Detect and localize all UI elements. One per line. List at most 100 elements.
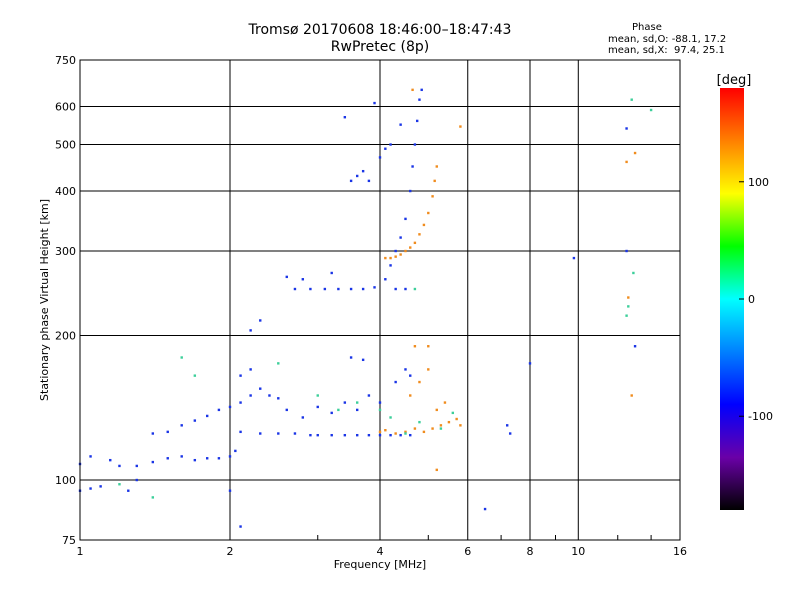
data-point: [415, 119, 419, 123]
data-point: [394, 432, 397, 435]
data-point: [435, 468, 438, 472]
y-tick-label: 100: [55, 474, 76, 487]
data-point: [166, 430, 169, 434]
data-point: [205, 457, 209, 460]
data-point: [389, 143, 392, 146]
data-point: [193, 458, 197, 462]
chart-subtitle: RwPretec (8p): [330, 39, 430, 55]
data-point: [404, 430, 407, 434]
data-point: [239, 401, 242, 404]
data-point: [217, 408, 221, 412]
data-point: [409, 433, 412, 437]
data-point: [378, 401, 382, 404]
data-point: [431, 195, 434, 198]
y-tick-label: 75: [62, 534, 76, 547]
data-point: [277, 362, 280, 365]
axes: 1 2 4 6 8 10 16 75 100 200 300 400 500 600 750: [55, 54, 687, 558]
data-point: [343, 116, 347, 119]
data-point: [228, 455, 232, 458]
colorbar-tick-label: -100: [748, 410, 773, 423]
data-point: [389, 256, 392, 260]
data-point: [293, 432, 297, 435]
data-point: [367, 394, 371, 397]
data-point: [193, 419, 197, 422]
data-point: [418, 233, 421, 236]
data-point: [285, 408, 288, 412]
data-point: [422, 430, 426, 434]
data-point: [316, 394, 319, 397]
data-point: [572, 256, 576, 260]
data-point: [277, 397, 280, 400]
data-point: [431, 427, 434, 430]
data-point: [367, 433, 371, 437]
data-point: [384, 147, 387, 150]
data-point: [135, 478, 138, 482]
colorbar-tick-label: 100: [748, 176, 769, 189]
data-point: [404, 217, 407, 221]
x-tick-label: 16: [673, 545, 687, 558]
data-point: [384, 429, 387, 432]
colorbar: [deg] 100 0 -100: [717, 73, 773, 510]
data-point: [316, 405, 319, 409]
data-point: [384, 256, 387, 260]
phase-title: Phase: [632, 22, 662, 33]
phase-mean-x: mean, sd,X: 97.4, 25.1: [608, 45, 725, 56]
data-point: [293, 287, 297, 291]
data-point: [330, 433, 333, 437]
data-point: [234, 449, 237, 453]
data-point: [625, 314, 628, 317]
data-point: [239, 430, 242, 434]
data-point: [89, 487, 92, 490]
data-point: [625, 249, 628, 253]
data-point: [384, 278, 387, 281]
data-point: [389, 433, 392, 437]
data-point: [378, 433, 382, 437]
data-point: [367, 179, 371, 183]
data-point: [427, 368, 430, 371]
data-point: [109, 458, 112, 462]
data-point: [166, 457, 169, 460]
data-point: [217, 457, 221, 460]
data-point: [249, 329, 252, 332]
data-point: [630, 98, 633, 101]
data-point: [459, 424, 462, 427]
data-point: [151, 432, 155, 435]
grid-lines: [80, 60, 680, 540]
data-point: [349, 287, 353, 291]
data-point: [355, 174, 359, 178]
data-point: [630, 394, 633, 397]
data-point: [399, 123, 402, 126]
data-point: [316, 433, 319, 437]
data-point: [378, 408, 382, 412]
data-point: [228, 489, 232, 492]
data-point: [343, 433, 347, 437]
data-point: [249, 394, 252, 397]
data-point: [355, 408, 359, 412]
data-point: [418, 420, 421, 424]
data-point: [180, 356, 183, 359]
data-point: [239, 374, 242, 377]
data-point: [394, 287, 397, 291]
data-point: [99, 485, 102, 488]
data-point: [409, 189, 412, 193]
data-point: [259, 387, 262, 390]
plot-frame: [79, 59, 681, 541]
data-point: [439, 424, 443, 427]
data-point: [413, 143, 417, 146]
data-point: [394, 380, 397, 384]
data-point: [409, 246, 412, 249]
data-point: [355, 401, 359, 404]
y-tick-label: 400: [55, 185, 76, 198]
data-point: [239, 525, 242, 528]
y-tick-label: 600: [55, 101, 76, 114]
x-axis-label: Frequency [MHz]: [334, 558, 426, 571]
data-point: [633, 345, 637, 348]
data-point: [118, 483, 121, 486]
data-point: [301, 278, 305, 281]
data-point: [427, 211, 430, 215]
data-point: [378, 156, 382, 159]
data-point: [435, 165, 438, 168]
data-point: [411, 165, 414, 168]
data-point: [343, 401, 347, 404]
data-point: [420, 88, 423, 92]
